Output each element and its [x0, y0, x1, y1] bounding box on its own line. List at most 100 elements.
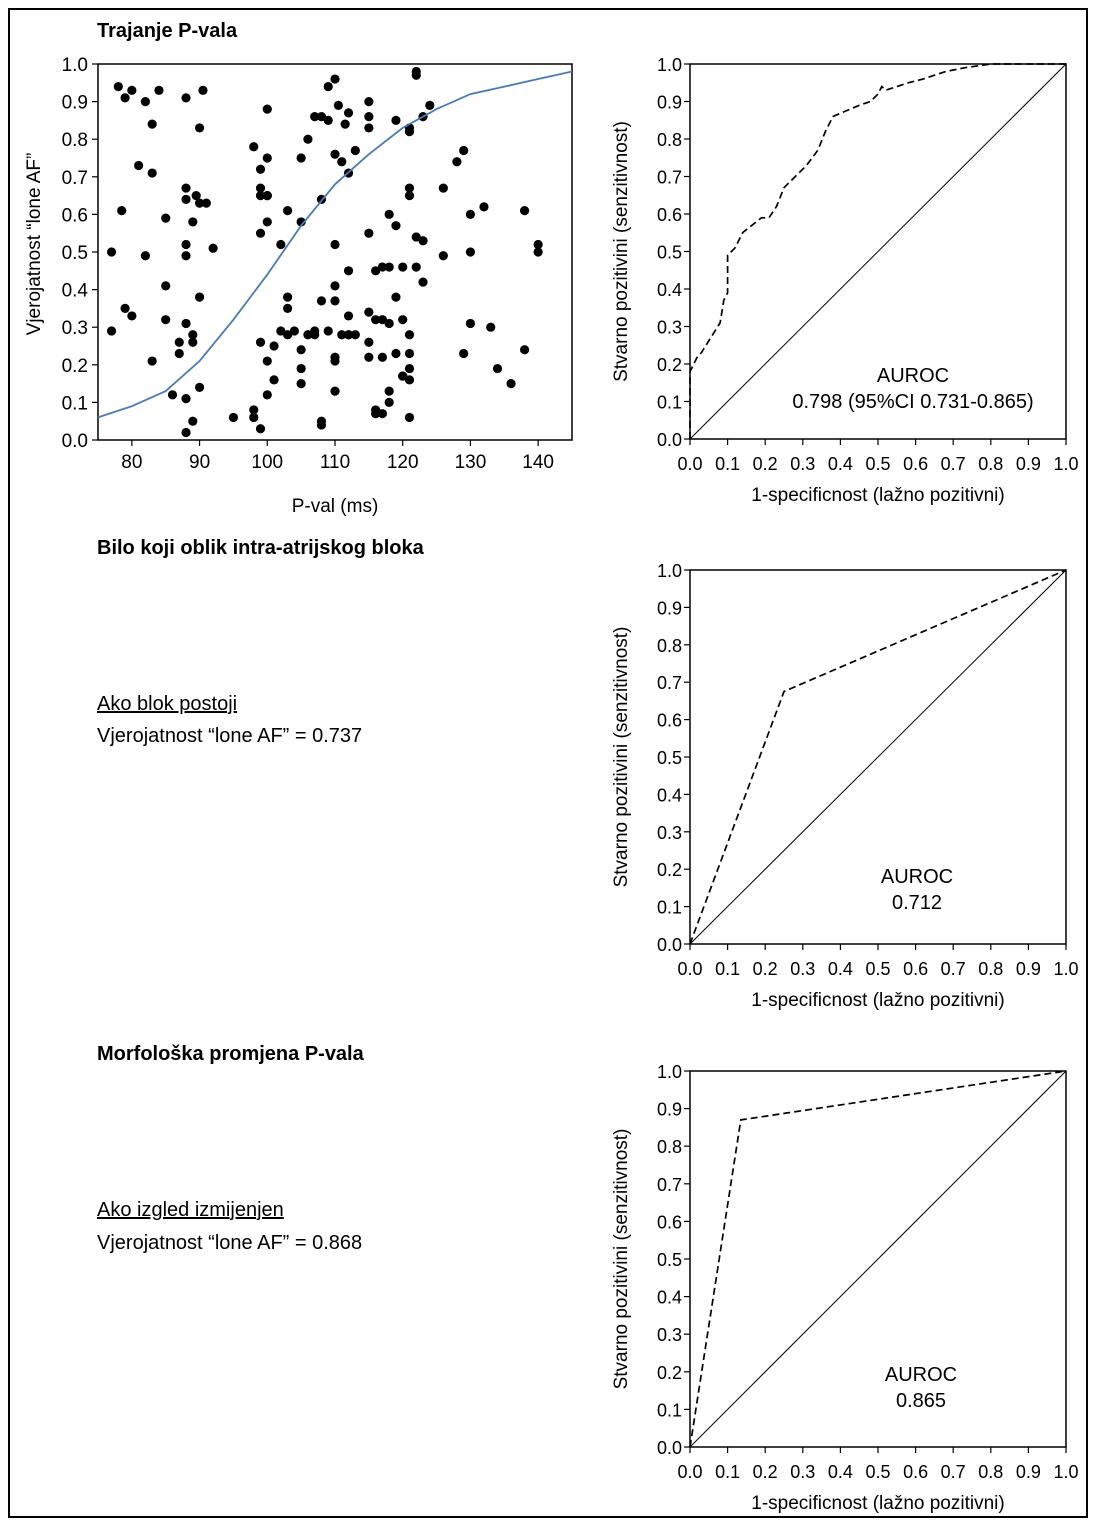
scatter-point	[147, 168, 157, 178]
scatter-point	[255, 337, 266, 347]
scatter-point	[113, 81, 123, 92]
scatter-point	[276, 326, 286, 336]
x-tick-label: 0.6	[903, 1462, 928, 1482]
auroc-label: AUROC	[877, 365, 949, 387]
scatter-point	[303, 330, 313, 340]
auroc-value: 0.865	[896, 1390, 946, 1412]
x-tick-label: 0.0	[677, 959, 702, 979]
y-tick-label: 0.7	[62, 168, 88, 189]
scatter-point	[262, 217, 272, 227]
scatter-point	[262, 104, 272, 114]
scatter-point	[459, 145, 469, 156]
scatter-point	[208, 243, 218, 253]
scatter-point	[296, 379, 306, 389]
scatter-point	[452, 157, 462, 167]
scatter-point	[174, 337, 184, 347]
scatter-point	[364, 97, 374, 107]
scatter-point	[106, 247, 117, 257]
x-tick-label: 0.3	[790, 959, 815, 979]
scatter-point	[154, 85, 164, 95]
scatter-point	[181, 394, 191, 404]
scatter-point	[364, 123, 374, 133]
y-tick-label: 0.9	[657, 1100, 682, 1120]
scatter-point	[479, 202, 489, 212]
scatter-point	[316, 112, 327, 122]
scatter-point	[330, 239, 340, 250]
scatter-point	[140, 251, 150, 261]
x-tick-label: 0.7	[941, 1462, 966, 1482]
y-tick-label: 0.8	[657, 1137, 682, 1157]
scatter-point	[174, 348, 184, 359]
y-tick-label: 0.3	[657, 1325, 682, 1345]
scatter-point	[384, 318, 394, 329]
scatter-point	[333, 100, 343, 110]
scatter-point	[337, 157, 347, 167]
x-tick-label: 0.2	[753, 959, 778, 979]
section-title-intra-atrial-block: Bilo koji oblik intra-atrijskog bloka	[97, 537, 424, 559]
y-tick-label: 1.0	[657, 55, 682, 75]
scatter-point	[343, 330, 354, 340]
scatter-point	[188, 416, 198, 426]
scatter-point	[161, 213, 171, 223]
y-tick-label: 1.0	[657, 561, 682, 581]
y-tick-label: 0.7	[657, 1175, 682, 1195]
y-tick-label: 0.8	[62, 130, 88, 151]
y-tick-label: 0.5	[657, 1250, 682, 1270]
scatter-point	[276, 239, 286, 250]
scatter-point	[249, 142, 259, 152]
scatter-point	[364, 352, 374, 362]
auroc-value: 0.798 (95%CI 0.731-0.865)	[792, 391, 1033, 413]
x-tick-label: 120	[387, 452, 419, 473]
scatter-point	[343, 311, 354, 321]
x-tick-label: 0.1	[715, 959, 740, 979]
roc-curve	[689, 63, 1066, 439]
x-tick-label: 0.9	[1016, 959, 1041, 979]
y-tick-label: 0.1	[657, 393, 682, 413]
scatter-point	[486, 322, 496, 332]
scatter-point	[398, 315, 408, 325]
x-tick-label: 0.9	[1016, 454, 1041, 474]
scatter-point	[411, 70, 421, 80]
scatter-point	[181, 427, 191, 438]
y-tick-label: 1.0	[62, 55, 88, 76]
scatter-point	[262, 390, 272, 400]
scatter-point	[283, 206, 293, 216]
y-tick-label: 0.4	[657, 280, 682, 300]
y-tick-label: 0.2	[657, 1363, 682, 1383]
x-tick-label: 0.8	[978, 959, 1003, 979]
x-tick-label: 0.3	[790, 454, 815, 474]
scatter-point	[465, 247, 476, 257]
y-tick-label: 0.2	[657, 860, 682, 880]
y-tick-label: 0.5	[657, 243, 682, 263]
scatter-point	[120, 303, 130, 313]
scatter-point	[425, 100, 435, 110]
section-title-p-wave-morphology: Morfološka promjena P-vala	[97, 1043, 364, 1065]
scatter-point	[188, 337, 198, 347]
scatter-point	[228, 412, 239, 423]
scatter-point	[191, 191, 201, 201]
figure-frame	[8, 8, 1088, 1518]
scatter-point	[404, 127, 415, 137]
scatter-point	[391, 115, 401, 125]
scatter-point	[492, 363, 503, 374]
x-tick-label: 0.7	[941, 959, 966, 979]
scatter-point	[330, 74, 340, 84]
x-tick-label: 0.6	[903, 959, 928, 979]
x-tick-label: 0.4	[828, 1462, 853, 1482]
reference-diagonal	[689, 569, 1067, 945]
y-tick-label: 0.6	[657, 711, 682, 731]
scatter-point	[330, 149, 340, 159]
scatter-point	[520, 345, 530, 355]
x-axis-label: 1-specificnost (lažno pozitivni)	[751, 485, 1004, 506]
x-tick-label: 0.1	[715, 1462, 740, 1482]
scatter-point	[188, 217, 198, 227]
y-axis-label: Stvarno pozitivini (senzitivnost)	[611, 627, 632, 888]
scatter-point	[404, 183, 415, 193]
scatter-point	[391, 292, 401, 302]
scatter-point	[520, 206, 530, 216]
scatter-point	[255, 228, 266, 238]
y-tick-label: 0.0	[657, 935, 682, 955]
scatter-point	[438, 183, 448, 193]
scatter-point	[343, 108, 354, 118]
